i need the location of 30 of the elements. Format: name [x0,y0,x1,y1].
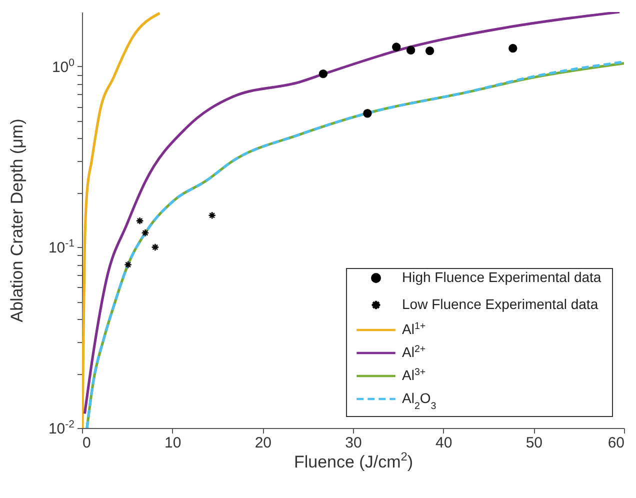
x-tick-label: 40 [435,434,452,452]
y-tick-label: 10$^{-2}$ [48,418,75,438]
x-tick-label: 10 [164,434,182,452]
point [392,42,401,52]
point [425,46,434,56]
x-tick-label: 60 [608,434,624,452]
legend-label: Low Fluence Experimental data [402,296,598,312]
point [508,44,518,53]
y-tick-label: 10$^{-1}$ [48,238,75,257]
point [318,69,328,78]
point [406,46,416,55]
point [141,228,150,237]
legend-label: High Fluence Experimental data [402,269,602,285]
point [151,243,160,252]
legend-label: Al$_{2}$O$_{3}$ [402,390,437,412]
point [208,211,216,220]
legend-label: Al$^{2+}$ [402,344,426,360]
line-series [83,12,621,415]
y-tick-label: 10$^{0}$ [52,56,75,76]
x-tick-label: 50 [526,434,543,452]
legend-label: Al$^{1+}$ [402,320,426,337]
y-axis-title: Ablation Crater Depth (μm) [8,118,26,322]
x-tick-label: 30 [345,434,362,452]
x-tick-label: 20 [254,434,272,452]
point [124,260,132,269]
legend-label: Al$^{3+}$ [402,366,426,383]
x-axis-title: Fluence (J/cm$^{2}$) [294,450,414,472]
x-tick-label: 0 [82,434,91,452]
point [136,216,144,225]
point [363,109,372,118]
